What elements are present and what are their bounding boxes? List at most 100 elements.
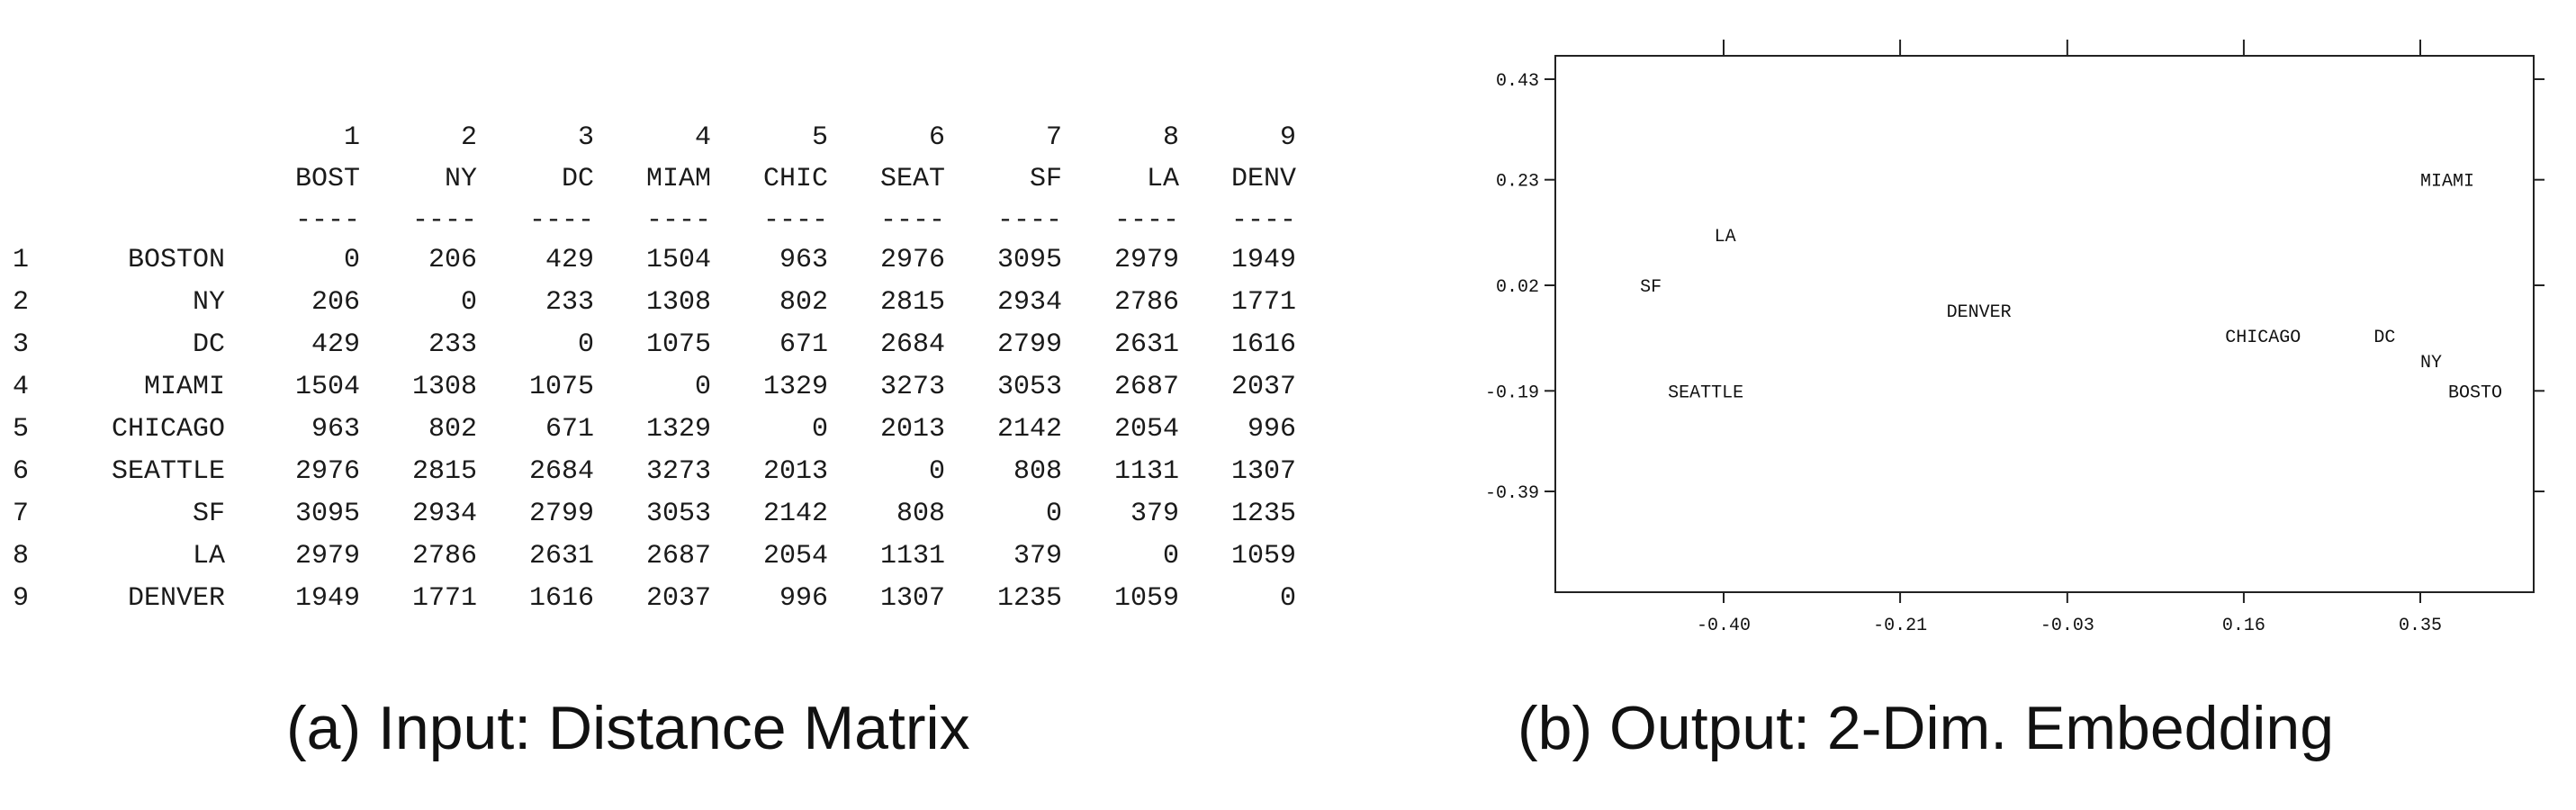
matrix-cell: 0	[694, 372, 711, 402]
matrix-cell: 963	[311, 414, 360, 445]
column-index: 5	[811, 122, 828, 153]
row-label: DC	[192, 329, 225, 360]
matrix-cell: 1329	[645, 414, 711, 445]
y-tick-label: 0.02	[1496, 277, 1539, 298]
matrix-cell: 1949	[1230, 245, 1296, 275]
point-label: NY	[2420, 353, 2442, 374]
matrix-cell: 1059	[1113, 583, 1179, 614]
matrix-cell: 2013	[879, 414, 945, 445]
column-index: 4	[694, 122, 711, 153]
matrix-cell: 0	[1045, 499, 1062, 529]
row-index: 3	[13, 329, 30, 360]
matrix-cell: 2786	[411, 541, 477, 572]
matrix-cell: 3273	[879, 372, 945, 402]
matrix-cell: 1616	[528, 583, 594, 614]
matrix-cell: 1235	[1230, 499, 1296, 529]
column-separator: ----	[1113, 205, 1179, 236]
matrix-cell: 1504	[645, 245, 711, 275]
matrix-cell: 379	[1130, 499, 1179, 529]
column-separator: ----	[1230, 205, 1296, 236]
row-index: 6	[13, 456, 30, 487]
embedding-scatter-plot: -0.40 -0.21 -0.03 0.16 0.35 0.43 0.23 0.02 -0.19…	[1485, 40, 2544, 636]
y-tick-label: 0.23	[1496, 172, 1539, 193]
plot-frame	[1554, 55, 2535, 593]
matrix-cell: 808	[896, 499, 945, 529]
matrix-cell: 1504	[294, 372, 360, 402]
matrix-cell: 0	[928, 456, 945, 487]
matrix-cell: 2786	[1113, 287, 1179, 318]
matrix-cell: 1235	[996, 583, 1062, 614]
matrix-cell: 206	[311, 287, 360, 318]
matrix-cell: 2013	[762, 456, 828, 487]
column-index: 6	[928, 122, 945, 153]
row-label: SEATTLE	[111, 456, 225, 487]
matrix-cell: 671	[779, 329, 828, 360]
row-index: 9	[13, 583, 30, 614]
column-header: DENV	[1230, 164, 1296, 194]
matrix-cell: 1131	[1113, 456, 1179, 487]
column-separator: ----	[528, 205, 594, 236]
matrix-cell: 0	[1162, 541, 1179, 572]
row-label: CHICAGO	[111, 414, 225, 445]
distance-matrix-table: 1 2 3 4 5 6 7 8 9 BOST NY DC MIAM CHIC SEAT SF LA DENV ---…	[0, 0, 1350, 684]
x-tick-label: -0.21	[1873, 616, 1927, 636]
matrix-cell: 2631	[528, 541, 594, 572]
point-label: LA	[1715, 227, 1736, 248]
matrix-cell: 808	[1013, 456, 1062, 487]
row-label: DENVER	[127, 583, 225, 614]
matrix-cell: 2799	[528, 499, 594, 529]
y-tick-label: -0.19	[1485, 382, 1539, 403]
row-index: 2	[13, 287, 30, 318]
x-tick-label: 0.16	[2222, 616, 2265, 636]
row-label: LA	[192, 541, 225, 572]
matrix-cell: 3095	[294, 499, 360, 529]
row-label: MIAMI	[143, 372, 225, 402]
matrix-cell: 0	[460, 287, 477, 318]
column-separator: ----	[294, 205, 360, 236]
column-header: NY	[444, 164, 477, 194]
column-separator: ----	[645, 205, 711, 236]
column-separator: ----	[879, 205, 945, 236]
matrix-cell: 1771	[411, 583, 477, 614]
matrix-cell: 0	[577, 329, 594, 360]
matrix-cell: 0	[1279, 583, 1296, 614]
column-header: CHIC	[762, 164, 828, 194]
matrix-cell: 2684	[528, 456, 594, 487]
caption-embedding: (b) Output: 2-Dim. Embedding	[1518, 694, 2335, 762]
point-label: DC	[2373, 328, 2395, 348]
caption-distance-matrix: (a) Input: Distance Matrix	[286, 694, 970, 762]
matrix-cell: 0	[343, 245, 360, 275]
matrix-cell: 1307	[879, 583, 945, 614]
matrix-cell: 1616	[1230, 329, 1296, 360]
row-index: 1	[13, 245, 30, 275]
column-index: 8	[1162, 122, 1179, 153]
matrix-cell: 2815	[879, 287, 945, 318]
matrix-cell: 2054	[1113, 414, 1179, 445]
matrix-cell: 2037	[1230, 372, 1296, 402]
matrix-cell: 2799	[996, 329, 1062, 360]
column-index: 3	[577, 122, 594, 153]
column-header: BOST	[294, 164, 360, 194]
column-index: 1	[343, 122, 360, 153]
matrix-cell: 2142	[762, 499, 828, 529]
point-label: MIAMI	[2420, 172, 2474, 193]
matrix-cell: 1131	[879, 541, 945, 572]
matrix-cell: 2976	[294, 456, 360, 487]
matrix-cell: 1307	[1230, 456, 1296, 487]
y-tick-label: 0.43	[1496, 71, 1539, 92]
matrix-cell: 671	[545, 414, 594, 445]
matrix-cell: 2979	[294, 541, 360, 572]
matrix-cell: 2934	[996, 287, 1062, 318]
matrix-cell: 1075	[645, 329, 711, 360]
point-label: SEATTLE	[1668, 382, 1743, 403]
x-tick-label: 0.35	[2399, 616, 2442, 636]
matrix-cell: 2976	[879, 245, 945, 275]
matrix-cell: 2687	[1113, 372, 1179, 402]
matrix-cell: 0	[811, 414, 828, 445]
matrix-cell: 963	[779, 245, 828, 275]
matrix-cell: 996	[779, 583, 828, 614]
matrix-cell: 206	[428, 245, 477, 275]
matrix-cell: 2054	[762, 541, 828, 572]
matrix-cell: 1308	[645, 287, 711, 318]
column-header: SEAT	[879, 164, 945, 194]
